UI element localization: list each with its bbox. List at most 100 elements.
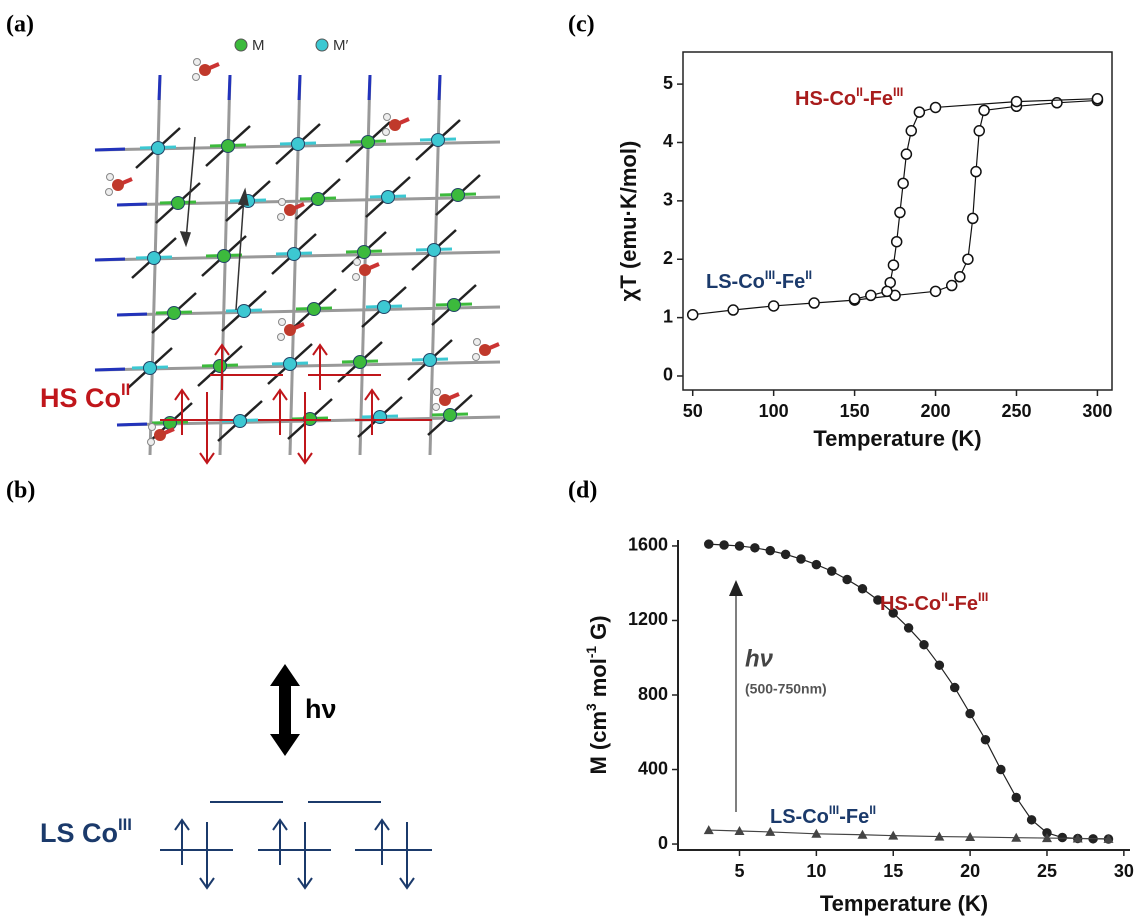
- oxygen: [284, 204, 296, 216]
- plot-frame: [683, 52, 1112, 390]
- excitation-label: hν: [305, 694, 337, 724]
- x-tick-label: 20: [960, 861, 980, 881]
- oxygen: [284, 324, 296, 336]
- data-point: [997, 766, 1005, 774]
- data-point: [782, 550, 790, 558]
- y-axis-label-superscript: -1: [584, 646, 599, 659]
- data-point: [901, 149, 911, 159]
- y-axis-label: χT (emu·K/mol): [616, 141, 641, 302]
- hydrogen: [149, 424, 156, 431]
- atom: [382, 191, 395, 204]
- hydrogen: [193, 74, 200, 81]
- data-point: [981, 736, 989, 744]
- hydrogen: [279, 199, 286, 206]
- y-tick-label: 800: [638, 684, 668, 704]
- atom: [164, 417, 177, 430]
- atom: [432, 134, 445, 147]
- bond: [220, 75, 230, 455]
- x-tick-label: 100: [759, 401, 789, 421]
- annotation: LS-CoIII-FeII: [770, 803, 876, 828]
- atom: [152, 142, 165, 155]
- data-point: [951, 684, 959, 692]
- atom: [292, 138, 305, 151]
- hydrogen: [107, 174, 114, 181]
- annotation-part: -Fe: [775, 271, 805, 293]
- bond: [117, 204, 147, 205]
- atom: [312, 193, 325, 206]
- atom: [222, 140, 235, 153]
- legend-label: M: [252, 37, 265, 54]
- atom: [444, 409, 457, 422]
- annotation-superscript: III: [765, 268, 775, 282]
- x-tick-label: 10: [806, 861, 826, 881]
- annotation: HS-CoII-FeIII: [880, 590, 988, 615]
- x-tick-label: 250: [1001, 401, 1031, 421]
- high-spin-label: HS CoII: [40, 380, 130, 413]
- data-point: [906, 126, 916, 136]
- atom: [308, 303, 321, 316]
- panel-label: (d): [568, 478, 597, 504]
- y-tick-label: 0: [663, 365, 673, 385]
- data-point: [882, 286, 892, 296]
- data-point: [892, 237, 902, 247]
- atom: [428, 244, 441, 257]
- atom: [214, 360, 227, 373]
- data-point: [843, 575, 851, 583]
- data-point: [688, 310, 698, 320]
- annotation-superscript: III: [829, 803, 839, 817]
- data-point: [979, 105, 989, 115]
- hydrogen: [474, 339, 481, 346]
- data-point: [1092, 94, 1102, 104]
- y-tick-label: 1600: [628, 535, 668, 555]
- lattice: [95, 59, 500, 456]
- high-spin-label-superscript: II: [121, 380, 130, 399]
- hydrogen: [384, 114, 391, 121]
- oxygen: [389, 119, 401, 131]
- data-point: [898, 178, 908, 188]
- bond: [95, 369, 125, 370]
- annotation-part: -Fe: [839, 806, 869, 828]
- annotation-part: LS-Co: [770, 806, 829, 828]
- data-point: [1012, 793, 1020, 801]
- panel-label: (b): [6, 478, 35, 504]
- y-tick-label: 400: [638, 758, 668, 778]
- oxygen: [479, 344, 491, 356]
- annotation-superscript: II: [856, 85, 863, 99]
- data-point: [751, 544, 759, 552]
- y-tick-label: 1200: [628, 609, 668, 629]
- x-tick-label: 50: [683, 401, 703, 421]
- y-axis-label-part: G): [586, 615, 611, 646]
- atom: [354, 356, 367, 369]
- y-axis-label-part: χT (emu·K/mol): [616, 141, 641, 302]
- atom: [358, 246, 371, 259]
- bond: [229, 75, 230, 100]
- bond: [290, 75, 300, 455]
- data-point: [1011, 97, 1021, 107]
- data-point: [720, 541, 728, 549]
- annotation: HS-CoII-FeIII: [795, 85, 903, 110]
- bond: [159, 75, 160, 100]
- hydrogen: [148, 439, 155, 446]
- data-point: [1028, 816, 1036, 824]
- data-point: [968, 213, 978, 223]
- data-point: [971, 167, 981, 177]
- y-tick-label: 4: [663, 131, 673, 151]
- data-point: [888, 260, 898, 270]
- y-axis-label: M (cm3 mol-1 G): [584, 615, 611, 774]
- x-axis-label: Temperature (K): [813, 426, 981, 451]
- x-tick-label: 150: [840, 401, 870, 421]
- annotation-superscript: III: [893, 85, 903, 99]
- light-arrowhead: [729, 580, 743, 596]
- hydrogen: [194, 59, 201, 66]
- data-point: [728, 305, 738, 315]
- hydrogen: [354, 259, 361, 266]
- x-tick-label: 15: [883, 861, 903, 881]
- hydrogen: [353, 274, 360, 281]
- atom: [168, 307, 181, 320]
- x-axis-label: Temperature (K): [820, 891, 988, 916]
- data-point: [769, 301, 779, 311]
- data-point: [850, 294, 860, 304]
- hydrogen: [106, 189, 113, 196]
- x-tick-label: 200: [921, 401, 951, 421]
- bond: [439, 75, 440, 100]
